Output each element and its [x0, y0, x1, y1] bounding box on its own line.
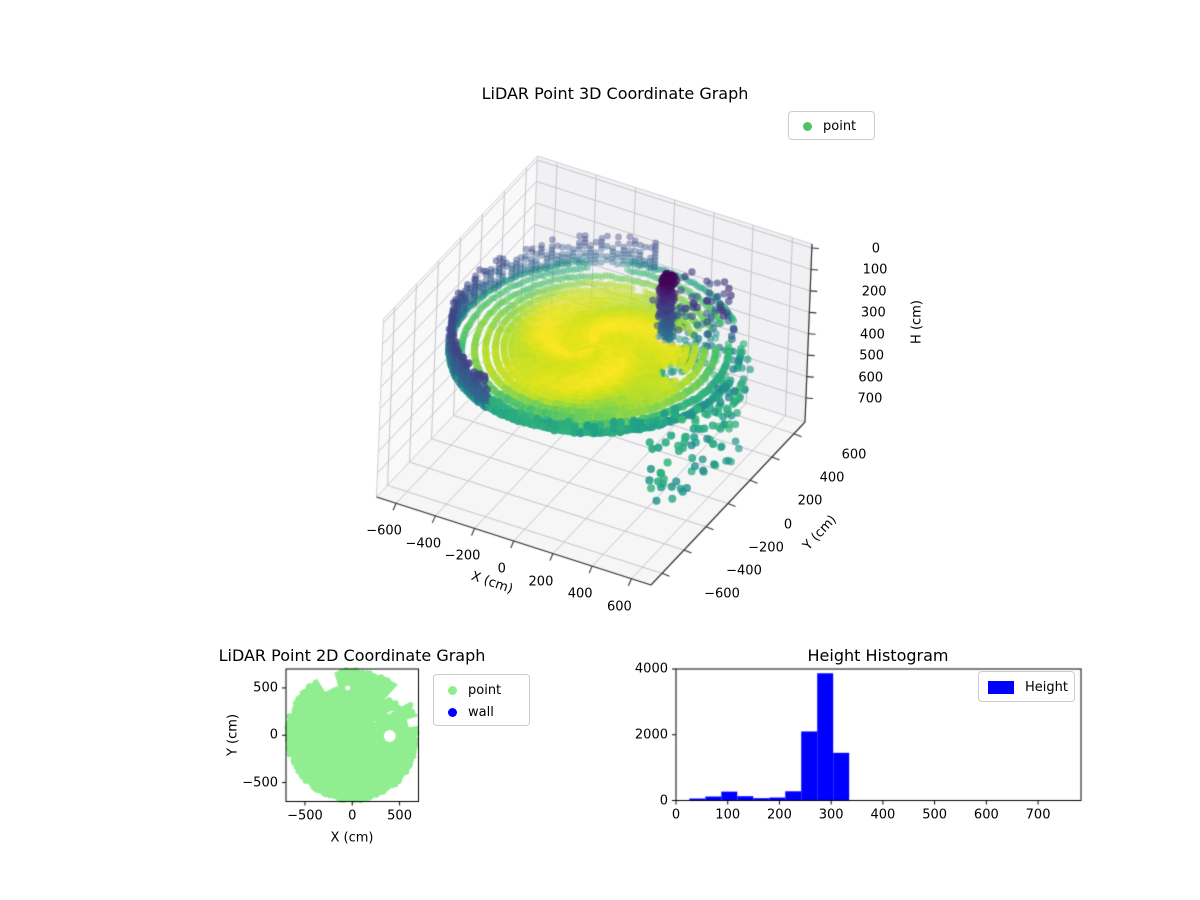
- plot2d-xaxis-label: X (cm): [330, 830, 374, 846]
- hist-legend: Height: [978, 671, 1075, 702]
- legend-label-height: Height: [1025, 679, 1068, 695]
- plot3d-legend: point: [788, 111, 875, 140]
- tick-label: −500: [242, 775, 278, 791]
- point-marker-icon: [448, 685, 457, 695]
- tick-label: −400: [405, 536, 442, 552]
- tick-label: 2000: [634, 727, 668, 743]
- plot2d-legend: point wall: [433, 674, 530, 726]
- wall-marker-icon: [448, 707, 457, 717]
- tick-label: 0: [671, 807, 681, 822]
- plot2d-yaxis-label: Y (cm): [225, 713, 241, 757]
- plot2d-title: LiDAR Point 2D Coordinate Graph: [218, 646, 486, 665]
- tick-label: 600: [841, 447, 867, 463]
- tick-label: 100: [862, 262, 888, 278]
- tick-label: −400: [726, 563, 762, 579]
- tick-label: 0: [871, 241, 880, 257]
- tick-label: −500: [287, 808, 323, 823]
- tick-label: 300: [818, 807, 844, 822]
- tick-label: 600: [973, 807, 999, 822]
- tick-label: 100: [715, 807, 741, 822]
- tick-label: 4000: [634, 661, 668, 677]
- tick-label: 200: [767, 807, 792, 822]
- tick-label: 200: [797, 493, 823, 509]
- tick-label: 500: [922, 807, 948, 822]
- legend-label-point-2d: point: [468, 682, 502, 698]
- tick-label: 500: [387, 808, 412, 823]
- plot3d-zaxis-label: H (cm): [909, 300, 925, 344]
- tick-label: 600: [606, 599, 632, 615]
- tick-label: 200: [861, 284, 887, 300]
- tick-label: 0: [497, 561, 506, 577]
- tick-label: −200: [748, 540, 784, 556]
- tick-label: 300: [860, 305, 886, 321]
- tick-label: 0: [659, 793, 668, 808]
- tick-label: 400: [819, 470, 845, 486]
- tick-label: 600: [858, 370, 884, 386]
- tick-label: 400: [870, 807, 896, 822]
- legend-label-point-3d: point: [823, 118, 857, 134]
- tick-label: 400: [860, 327, 885, 343]
- tick-label: −200: [444, 548, 481, 564]
- legend-label-wall-2d: wall: [468, 704, 494, 720]
- tick-label: 700: [857, 391, 883, 407]
- hist-title: Height Histogram: [807, 646, 949, 665]
- tick-label: 200: [528, 574, 554, 590]
- tick-label: 500: [859, 348, 885, 364]
- tick-label: 0: [348, 808, 357, 823]
- tick-label: 0: [269, 727, 278, 743]
- plot3d-title: LiDAR Point 3D Coordinate Graph: [481, 84, 749, 103]
- tick-label: 500: [253, 680, 278, 696]
- tick-label: 0: [783, 517, 793, 532]
- tick-label: −600: [704, 586, 740, 602]
- tick-label: −600: [366, 523, 402, 539]
- tick-label: 700: [1025, 807, 1051, 822]
- tick-label: 400: [567, 586, 593, 602]
- point-marker-icon: [803, 121, 812, 131]
- height-swatch-icon: [988, 680, 1014, 694]
